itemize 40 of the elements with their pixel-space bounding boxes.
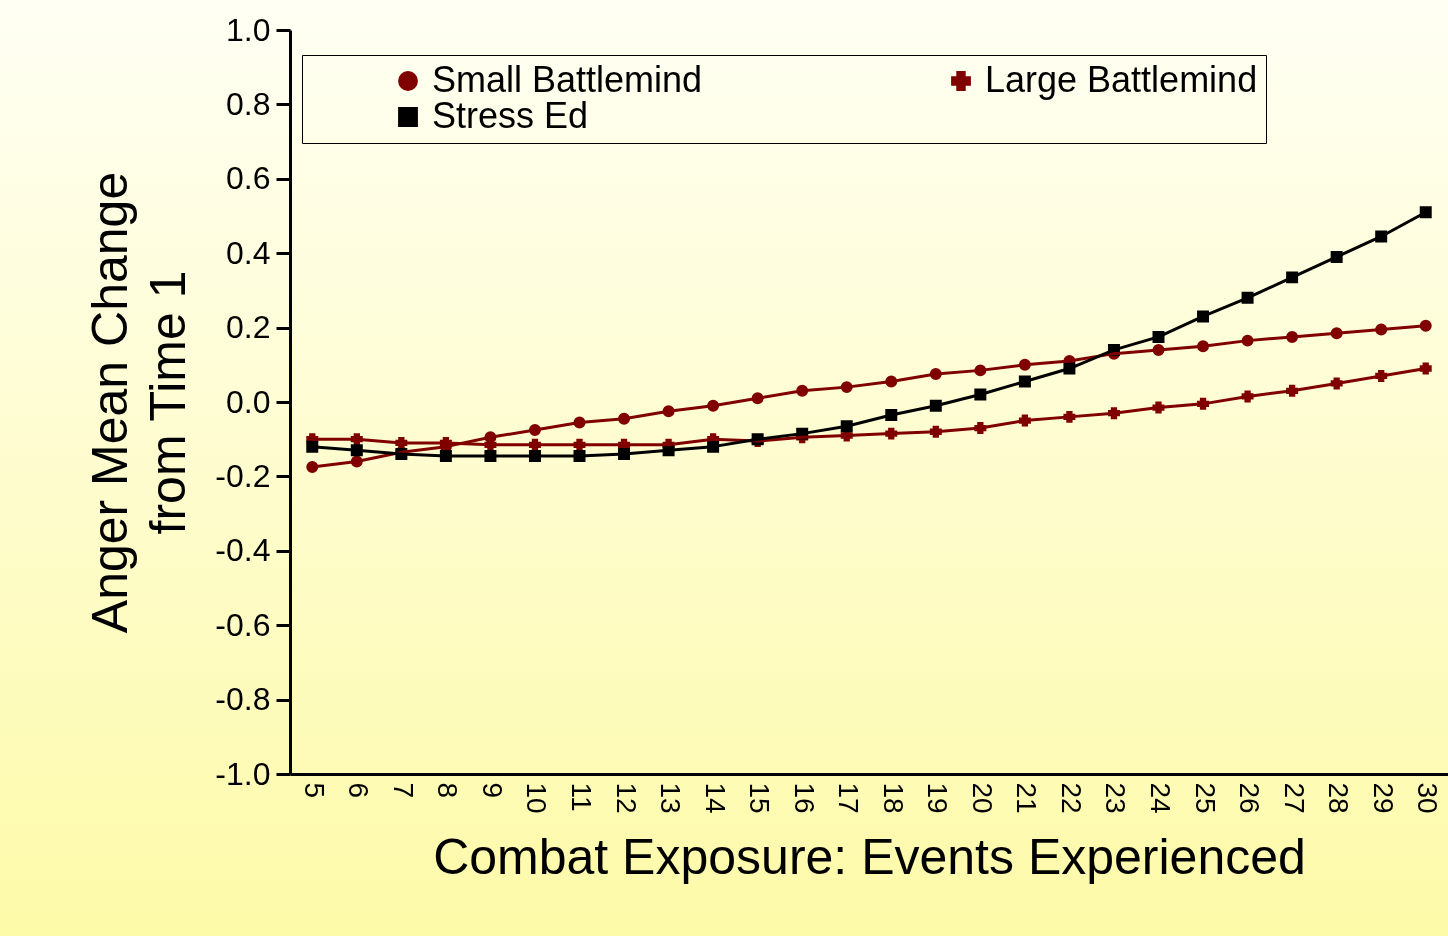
y-tick-label: 0.4	[226, 234, 271, 271]
y-tick-label: -1.0	[215, 755, 271, 792]
x-tick-label: 7	[387, 782, 419, 799]
y-tick-label: 0.8	[226, 85, 271, 122]
x-tick-label: 30	[1412, 782, 1444, 814]
y-tick-label: 0.0	[226, 383, 271, 420]
x-tick-label: 16	[788, 782, 820, 814]
x-tick-label: 11	[566, 782, 597, 812]
y-tick-label: 1.0	[226, 11, 271, 48]
x-tick-label: 12	[610, 782, 642, 814]
x-tick-label: 25	[1189, 782, 1221, 814]
x-axis-title: Combat Exposure: Events Experienced	[433, 828, 1306, 885]
y-tick-label: -0.2	[215, 457, 271, 494]
x-tick-label: 22	[1055, 782, 1087, 814]
y-tick-label: -0.6	[215, 606, 271, 643]
x-tick-label: 9	[476, 782, 508, 799]
x-tick-label: 13	[655, 782, 687, 814]
x-tick-label: 10	[521, 782, 553, 814]
x-tick-label: 21	[1011, 782, 1043, 814]
x-tick-label: 29	[1367, 782, 1399, 814]
legend-label: Large Battlemind	[985, 59, 1258, 100]
x-tick-label: 18	[877, 782, 909, 814]
x-tick-label: 19	[922, 782, 954, 814]
x-tick-label: 6	[343, 782, 375, 799]
x-tick-label: 27	[1278, 782, 1310, 814]
x-tick-label: 24	[1145, 782, 1176, 814]
y-tick-label: 0.6	[226, 160, 271, 197]
x-tick-label: 26	[1234, 782, 1266, 814]
x-tick-label: 28	[1323, 782, 1355, 814]
y-tick-label: -0.4	[215, 532, 271, 569]
y-axis-title: Anger Mean Change from Time 1	[82, 171, 197, 634]
x-tick-label: 20	[966, 782, 998, 814]
x-tick-label: 17	[833, 782, 865, 814]
x-tick-label: 15	[744, 782, 776, 814]
x-tick-label: 23	[1100, 782, 1132, 814]
x-tick-label: 14	[699, 782, 731, 814]
y-tick-label: 0.2	[226, 309, 271, 346]
x-tick-label: 8	[432, 782, 464, 799]
y-tick-label: -0.8	[215, 681, 271, 718]
x-tick-label: 5	[298, 782, 330, 799]
